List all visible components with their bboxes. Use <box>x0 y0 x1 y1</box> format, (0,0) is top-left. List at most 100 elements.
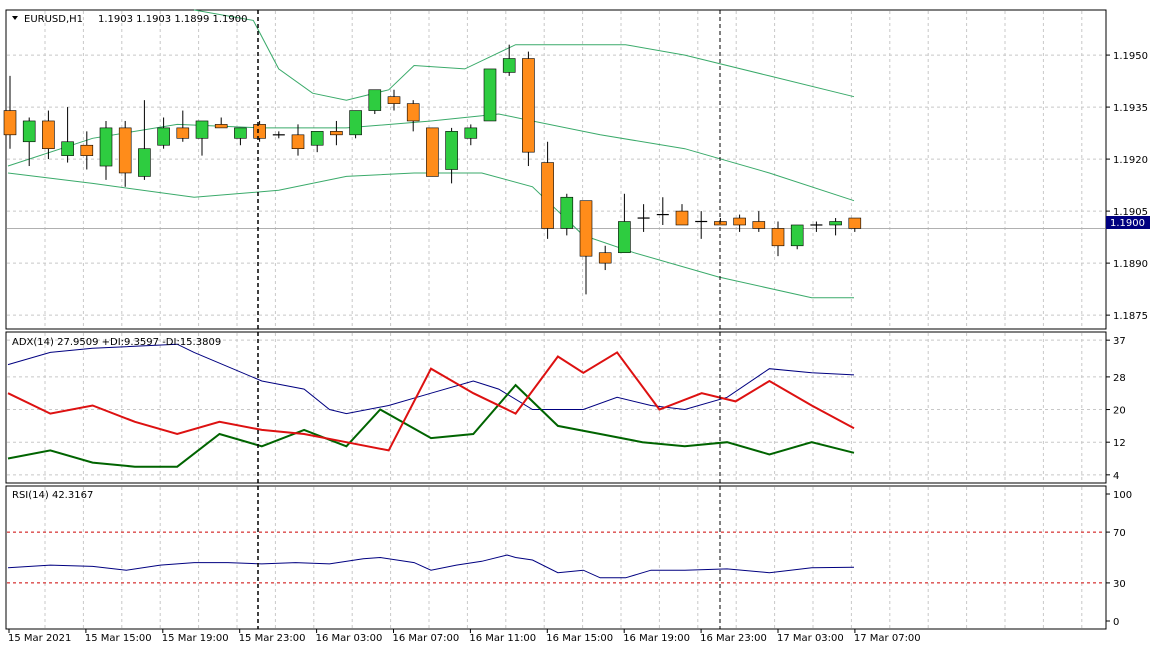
candle[interactable] <box>253 120 266 142</box>
candle[interactable] <box>234 127 247 146</box>
candle[interactable] <box>752 211 766 232</box>
candle[interactable] <box>541 141 554 239</box>
candle-body <box>61 141 74 156</box>
candle[interactable] <box>118 120 132 187</box>
candles <box>3 44 862 295</box>
candle[interactable] <box>426 127 439 177</box>
candle[interactable] <box>464 124 478 146</box>
candle-body <box>330 131 343 136</box>
time-tick-label: 16 Mar 03:00 <box>316 633 383 644</box>
candle[interactable] <box>42 110 55 160</box>
rsi-tick-label: 0 <box>1113 617 1119 628</box>
candle-body <box>522 58 535 153</box>
candle-body <box>157 127 170 146</box>
adx-tick-label: 4 <box>1113 471 1119 482</box>
adx-tick-label: 20 <box>1113 406 1126 417</box>
ohlc-label: 1.1903 1.1903 1.1899 1.1900 <box>98 14 248 25</box>
candle[interactable] <box>387 89 401 111</box>
candle[interactable] <box>579 200 593 295</box>
candle-body <box>848 217 862 229</box>
candle[interactable] <box>445 127 458 184</box>
candle[interactable] <box>330 120 343 146</box>
candle-body <box>541 162 554 229</box>
time-tick-label: 16 Mar 11:00 <box>469 633 536 644</box>
candle-body <box>598 252 612 264</box>
time-tick-label: 15 Mar 19:00 <box>162 633 229 644</box>
candle[interactable] <box>80 131 94 170</box>
price-tick-label: 1.1935 <box>1113 103 1148 114</box>
candle[interactable] <box>598 245 612 271</box>
candle-body <box>22 120 36 143</box>
candle[interactable] <box>829 218 842 236</box>
candle-body <box>733 217 746 226</box>
candle[interactable] <box>483 68 497 122</box>
candle-body <box>829 221 842 226</box>
time-tick-label: 16 Mar 23:00 <box>700 633 767 644</box>
candle[interactable] <box>61 107 74 163</box>
candle-body <box>3 110 17 136</box>
candle[interactable] <box>810 221 823 232</box>
triangle-down-icon[interactable] <box>12 16 18 20</box>
candle-body <box>790 224 804 247</box>
symbol-label: EURUSD,H1 <box>24 14 83 25</box>
candle-body <box>234 127 247 139</box>
candle-body <box>560 196 574 229</box>
candle-body <box>406 103 420 122</box>
candle[interactable] <box>310 131 324 153</box>
candle[interactable] <box>157 117 170 149</box>
candle-body <box>771 228 785 247</box>
candle[interactable] <box>349 110 362 139</box>
candle-body <box>291 134 305 149</box>
candle[interactable] <box>502 44 516 76</box>
candle-body <box>80 144 94 156</box>
candle[interactable] <box>656 197 669 225</box>
rsi-pane-frame[interactable] <box>5 485 1107 630</box>
rsi-tick-label: 70 <box>1113 528 1126 539</box>
adx-label: ADX(14) 27.9509 +DI:9.3597 -DI:15.3809 <box>12 337 221 348</box>
candle[interactable] <box>637 204 650 232</box>
candle[interactable] <box>195 120 209 156</box>
candle-body <box>618 221 631 254</box>
candle[interactable] <box>22 117 36 167</box>
candle-body <box>387 96 401 104</box>
candle-body <box>138 148 151 177</box>
candle[interactable] <box>406 100 420 132</box>
candle[interactable] <box>618 193 631 254</box>
price-tick-label: 1.1875 <box>1113 311 1148 322</box>
candle[interactable] <box>176 110 190 142</box>
candle[interactable] <box>3 75 17 149</box>
candle[interactable] <box>790 224 804 250</box>
candle[interactable] <box>560 193 574 236</box>
adx-series-di <box>7 351 855 452</box>
candle-body <box>195 120 209 139</box>
candle[interactable] <box>99 120 113 180</box>
bollinger-middle-line <box>7 113 855 202</box>
candle[interactable] <box>138 100 151 180</box>
candle[interactable] <box>771 221 785 257</box>
candle[interactable] <box>695 211 708 239</box>
current-price-tag <box>1106 216 1150 229</box>
candle[interactable] <box>368 89 382 115</box>
price-tick-label: 1.1890 <box>1113 259 1148 270</box>
current-price-value: 1.1900 <box>1110 218 1145 229</box>
price-pane-frame[interactable] <box>5 9 1107 330</box>
time-tick-label: 17 Mar 07:00 <box>854 633 921 644</box>
rsi-label: RSI(14) 42.3167 <box>12 490 93 501</box>
candle[interactable] <box>291 124 305 156</box>
candle-body <box>445 131 458 170</box>
candle[interactable] <box>675 204 689 226</box>
candle-body <box>42 120 55 149</box>
candle[interactable] <box>272 131 285 139</box>
rsi-series-line <box>7 554 855 579</box>
bollinger-lower-line <box>7 172 854 299</box>
adx-pane-frame[interactable] <box>5 331 1107 484</box>
candle[interactable] <box>214 117 228 129</box>
candle[interactable] <box>848 217 862 232</box>
time-tick-label: 16 Mar 07:00 <box>393 633 460 644</box>
candle[interactable] <box>733 214 746 232</box>
candle[interactable] <box>522 51 535 167</box>
rsi-axis: 100 70 30 0 <box>1106 490 1132 628</box>
price-tick-label: 1.1905 <box>1113 207 1148 218</box>
price-tick-label: 1.1920 <box>1113 155 1148 166</box>
candle-body <box>118 127 132 174</box>
